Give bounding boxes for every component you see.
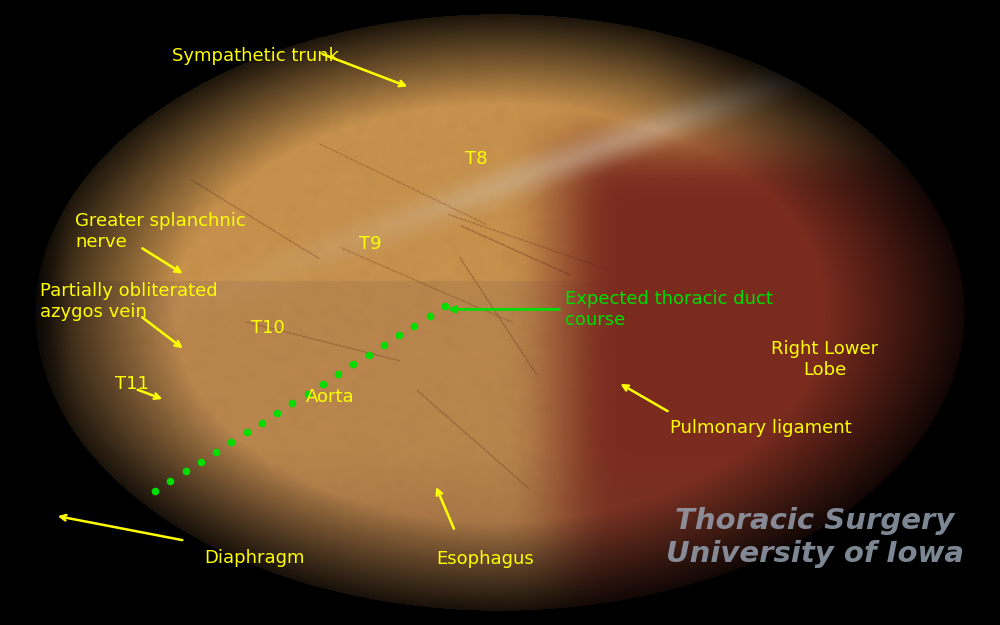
Text: Thoracic Surgery
University of Iowa: Thoracic Surgery University of Iowa [666, 508, 964, 568]
Text: Aorta: Aorta [306, 388, 354, 406]
Text: Pulmonary ligament: Pulmonary ligament [670, 419, 852, 437]
Text: Right Lower
Lobe: Right Lower Lobe [771, 340, 879, 379]
Text: T11: T11 [115, 376, 149, 393]
Text: T9: T9 [359, 235, 381, 252]
Text: Esophagus: Esophagus [436, 551, 534, 568]
Text: Expected thoracic duct
course: Expected thoracic duct course [565, 290, 773, 329]
Text: Sympathetic trunk: Sympathetic trunk [172, 47, 338, 65]
Text: Partially obliterated
azygos vein: Partially obliterated azygos vein [40, 282, 218, 321]
Text: Greater splanchnic
nerve: Greater splanchnic nerve [75, 213, 246, 251]
Text: Diaphragm: Diaphragm [205, 549, 305, 567]
Text: T8: T8 [465, 151, 487, 168]
Text: T10: T10 [251, 319, 285, 337]
